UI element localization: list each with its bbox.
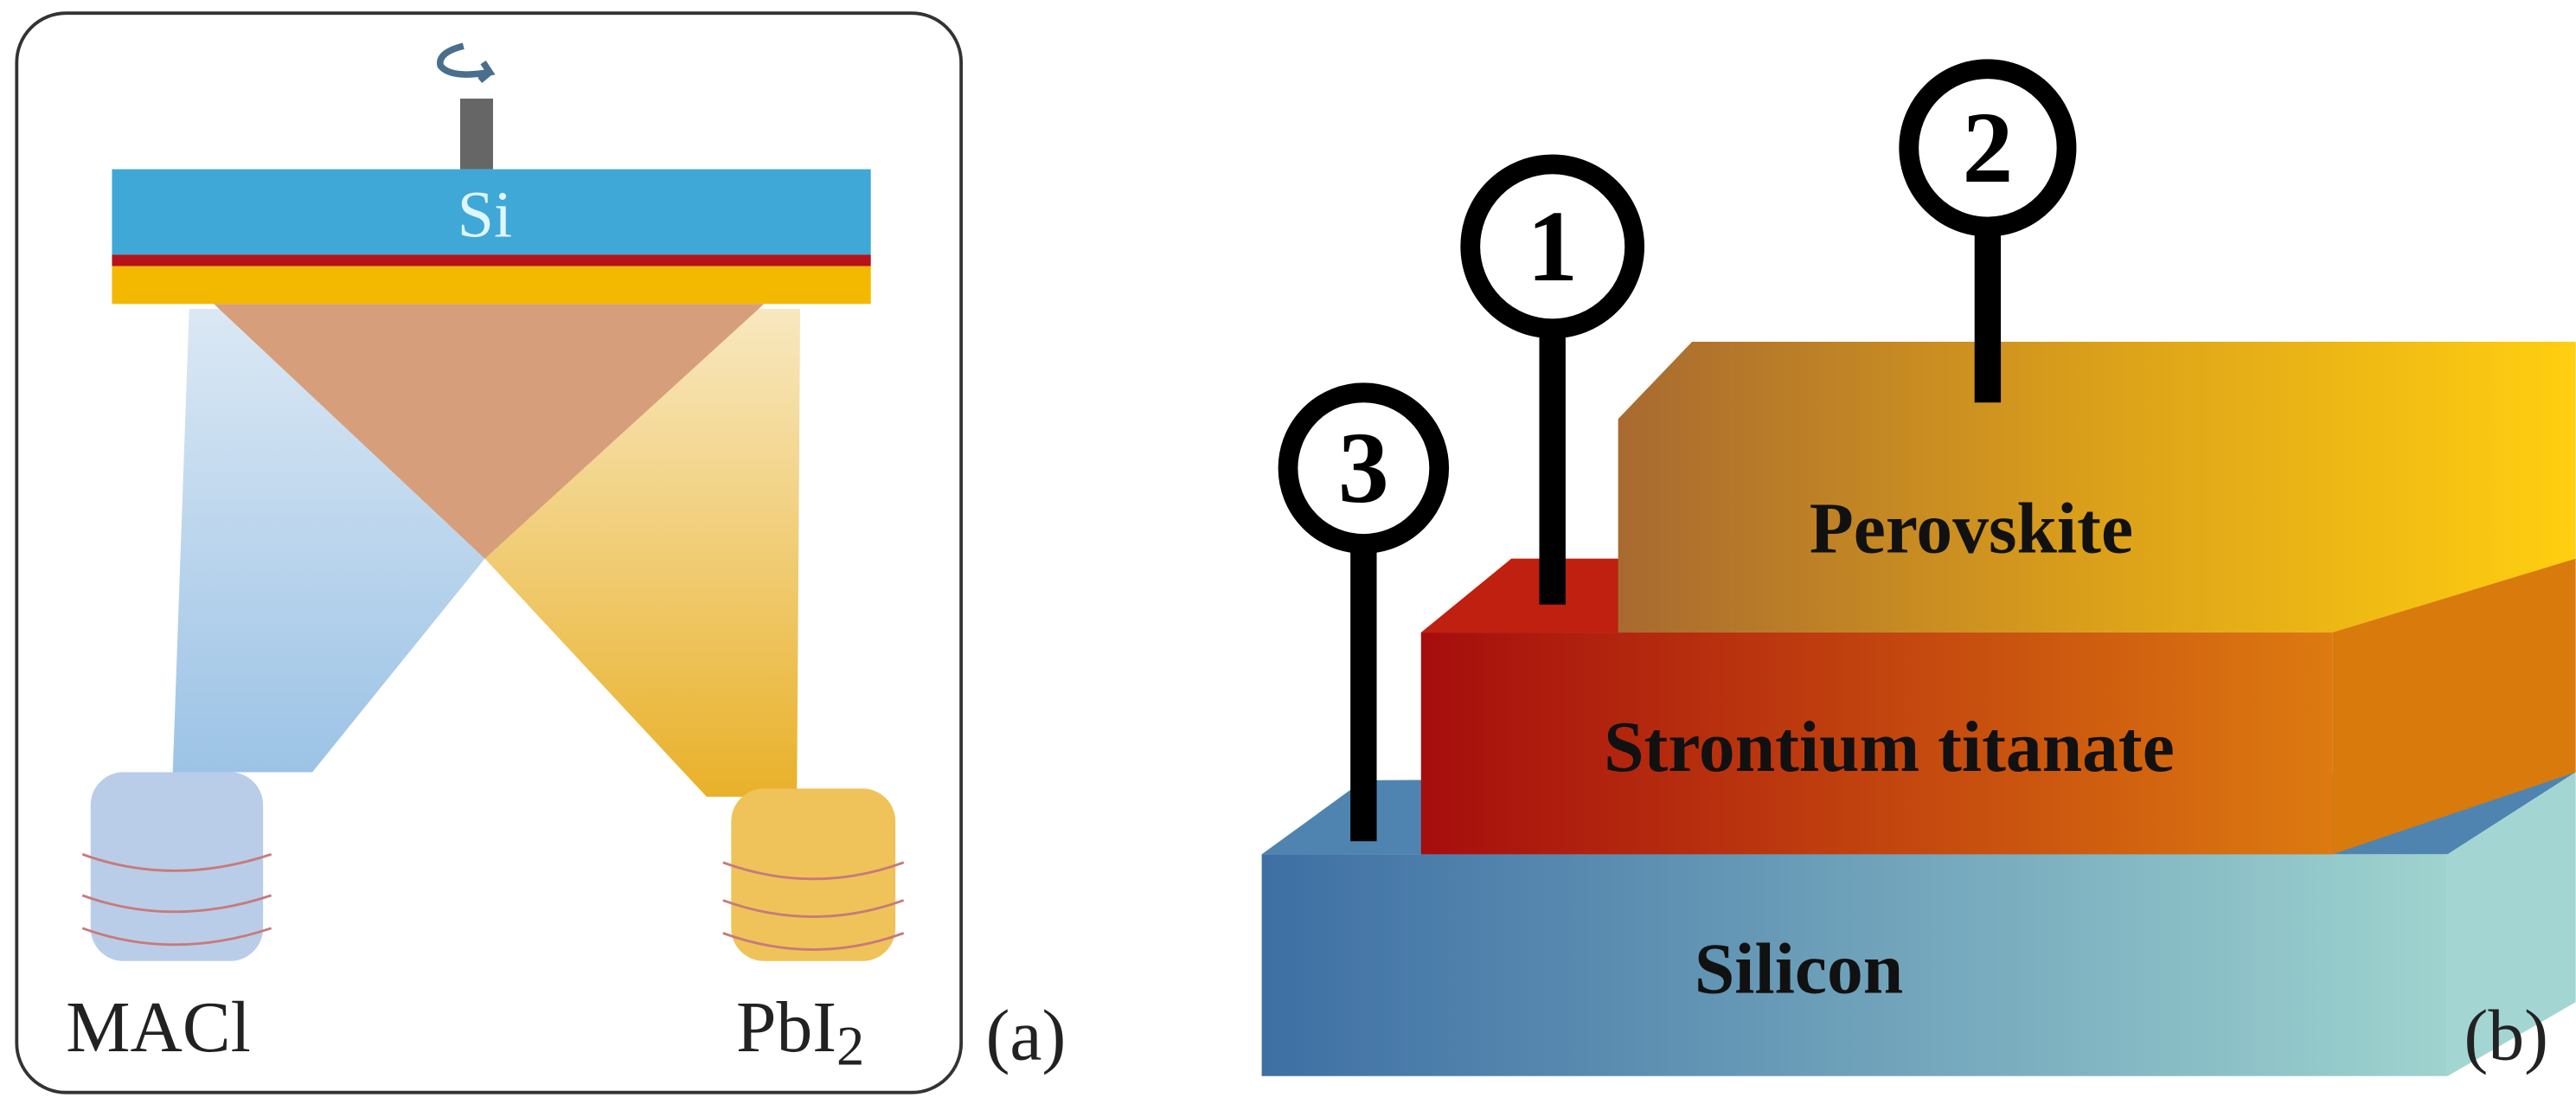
perovskite [1618,341,2576,633]
overlap [214,304,765,559]
sto-front [1420,632,2333,855]
source-right [722,788,905,961]
silicon-front [1261,854,2448,1076]
yellow-layer [112,266,871,305]
panel-tag: (b) [2464,997,2548,1076]
si-layer [112,169,871,255]
silicon-side [2447,772,2576,1076]
si-label: Si [458,179,512,252]
source-left [81,772,272,961]
holder [460,98,493,170]
layer-label: Perovskite [1810,489,2133,568]
layer-label: Silicon [1695,929,1903,1009]
beam-left [172,308,485,773]
marker-label: 2 [1962,92,2013,204]
formula-subscript: 2 [836,1014,864,1076]
formula-base: PbI [736,988,836,1068]
rotation-arrow [437,42,496,83]
sto-side [2332,558,2576,855]
red-layer [112,254,871,266]
layer-label: Strontium titanate [1604,708,2175,787]
marker-label: 1 [1527,190,1578,303]
source-label: PbI2 [736,988,864,1076]
markers [1278,59,2077,842]
beam-right [484,308,801,797]
panel-tag: (a) [986,997,1067,1076]
marker-label: 3 [1338,412,1389,524]
source-label: MACl [66,988,251,1068]
